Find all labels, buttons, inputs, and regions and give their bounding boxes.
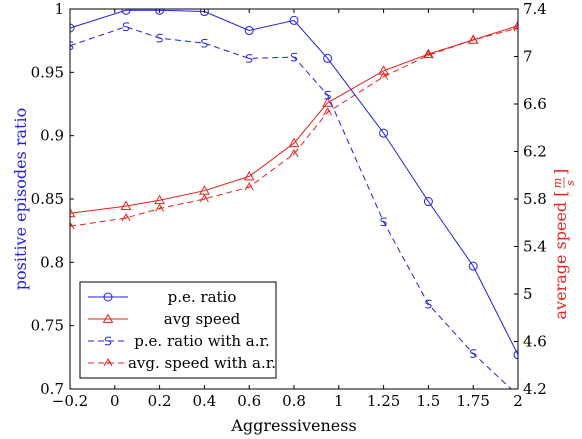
- data-point-2-2: [156, 33, 163, 43]
- data-point-3-2: [155, 203, 165, 212]
- x-axis-label: Aggressiveness: [230, 416, 356, 435]
- series-1: [70, 20, 518, 218]
- data-point-1-6: [322, 97, 333, 107]
- x-tick-label: 0.2: [148, 392, 172, 410]
- legend-item-3: avg. speed with a.r.: [88, 354, 276, 372]
- data-point-1-4: [243, 170, 255, 181]
- data-point-1-5: [288, 137, 300, 148]
- data-point-3-8: [423, 50, 433, 59]
- y-right-tick-label: 7: [523, 48, 533, 66]
- series-line-3: [70, 27, 518, 227]
- data-point-0-9: [468, 261, 478, 271]
- data-point-2-3: [201, 38, 208, 48]
- legend-label: p.e. ratio: [168, 288, 237, 306]
- data-point-3-3: [199, 193, 209, 203]
- data-point-0-0: [70, 23, 75, 33]
- y-right-tick-label: 6.2: [523, 143, 547, 161]
- data-point-1-0: [70, 207, 76, 218]
- series-0: [70, 9, 518, 360]
- y-left-tick-label: 0.8: [40, 253, 64, 271]
- data-point-2-7: [380, 217, 387, 227]
- data-point-0-5: [289, 15, 299, 25]
- data-point-1-1: [120, 200, 132, 210]
- y-right-label-unit-num: m: [551, 178, 564, 188]
- data-point-1-7: [378, 65, 389, 75]
- data-point-0-6: [323, 53, 333, 63]
- legend-label: p.e. ratio with a.r.: [134, 332, 270, 350]
- legend-box: [79, 281, 277, 379]
- y-left-tick-label: 0.95: [31, 63, 64, 81]
- y-right-label-bracket-close: ]: [551, 169, 570, 175]
- x-tick-label: 0.6: [237, 392, 261, 410]
- y-right-tick-label: 4.2: [523, 380, 547, 398]
- x-tick-label: 0.8: [282, 392, 306, 410]
- legend-label: avg. speed with a.r.: [128, 354, 276, 372]
- data-point-2-9: [470, 349, 477, 358]
- data-point-1-10: [512, 20, 518, 30]
- data-point-0-2: [155, 9, 165, 15]
- data-point-3-5: [289, 148, 299, 158]
- data-point-3-7: [379, 71, 389, 80]
- x-tick-label: 2: [513, 392, 523, 410]
- legend-marker: [103, 357, 113, 367]
- data-point-0-4: [244, 26, 254, 36]
- legend-label: avg speed: [164, 310, 241, 328]
- y-left-tick-label: 0.9: [40, 127, 64, 145]
- y-right-tick-label: 4.6: [523, 333, 547, 351]
- data-point-1-8: [423, 48, 434, 58]
- data-point-0-1: [121, 9, 131, 15]
- data-point-2-4: [246, 54, 253, 63]
- x-tick-label: 1.25: [367, 392, 400, 410]
- y-right-label-bracket-open: [: [551, 191, 570, 202]
- data-point-3-6: [323, 107, 333, 116]
- series-3: [70, 22, 518, 230]
- data-point-2-6: [324, 90, 331, 100]
- plot-marks: [70, 9, 518, 389]
- data-point-2-0: [70, 41, 74, 50]
- x-tick-label: 1.5: [416, 392, 440, 410]
- y-right-axis-label: average speed [ m s ]: [551, 169, 577, 320]
- data-point-2-1: [122, 22, 130, 32]
- data-point-3-4: [244, 182, 254, 191]
- data-point-2-5: [290, 52, 298, 62]
- y-left-tick-label: 1: [54, 0, 64, 18]
- data-point-0-7: [379, 128, 389, 138]
- series-line-1: [70, 25, 518, 214]
- data-point-0-8: [423, 197, 433, 207]
- y-left-tick-label: 0.7: [40, 380, 64, 398]
- x-tick-label: 0: [110, 392, 120, 410]
- y-right-label-prefix: average speed: [551, 202, 570, 320]
- y-right-tick-label: 5.4: [523, 238, 547, 256]
- data-point-3-9: [468, 34, 478, 44]
- legend-item-2: p.e. ratio with a.r.: [88, 332, 270, 350]
- y-left-axis-label: positive episodes ratio: [11, 108, 30, 290]
- y-right-tick-label: 7.4: [523, 0, 547, 18]
- legend-marker: [102, 313, 114, 323]
- y-right-label-unit-den: s: [564, 180, 577, 186]
- svg-text:average speed [: average speed [: [551, 191, 570, 320]
- legend-item-0: p.e. ratio: [88, 288, 236, 306]
- legend-item-1: avg speed: [88, 310, 241, 328]
- data-point-3-1: [121, 212, 131, 222]
- y-left-tick-label: 0.85: [31, 190, 64, 208]
- legend: p.e. ratio avg speed p.e. ratio with a.r. a…: [79, 281, 277, 379]
- x-tick-label: 1: [334, 392, 344, 410]
- data-point-2-8: [425, 299, 432, 309]
- data-point-0-10: [513, 350, 518, 360]
- x-tick-label: −0.2: [52, 392, 88, 410]
- legend-marker: [104, 336, 112, 346]
- y-right-tick-label: 5.8: [523, 190, 547, 208]
- x-tick-label: 0.4: [192, 392, 216, 410]
- data-point-0-3: [199, 9, 209, 17]
- y-right-tick-label: 6.6: [523, 95, 547, 113]
- y-left-tick-label: 0.75: [31, 317, 64, 335]
- axis-ticks: −0.2 0 0.2 0.4 0.6 0.8 1 1.25 1.5 1.75 2 0.7 0.75 0.8…: [31, 0, 547, 410]
- y-right-tick-label: 5: [523, 285, 533, 303]
- series-line-0: [70, 9, 518, 356]
- legend-marker: [103, 292, 113, 302]
- series-2: [70, 22, 512, 389]
- x-tick-label: 1.75: [456, 392, 489, 410]
